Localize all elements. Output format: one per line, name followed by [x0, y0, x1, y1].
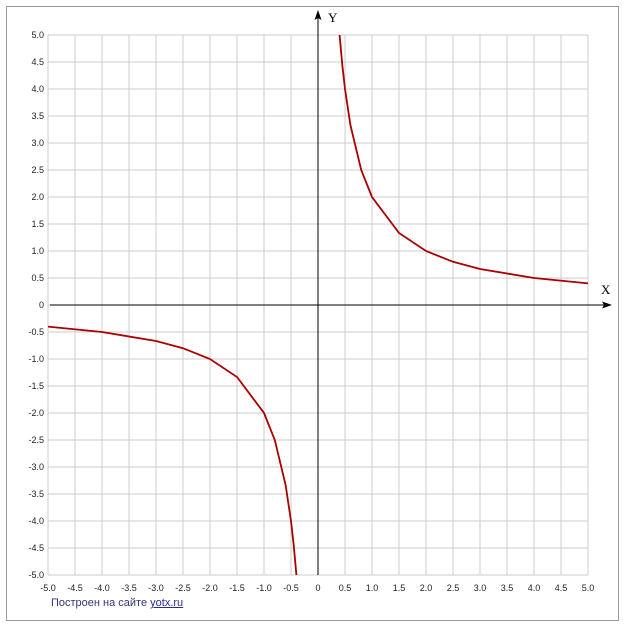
- y-tick-label: -0.5: [28, 327, 44, 337]
- y-tick-label: 0.5: [31, 273, 44, 283]
- y-tick-label: 2.5: [31, 165, 44, 175]
- y-tick-label: -3.5: [28, 489, 44, 499]
- y-axis-arrow-icon: [314, 10, 322, 20]
- x-tick-label: -5.0: [40, 583, 56, 593]
- x-axis-label: X: [601, 282, 611, 297]
- y-tick-label: -4.0: [28, 516, 44, 526]
- x-tick-label: -2.0: [202, 583, 218, 593]
- x-tick-label: -0.5: [283, 583, 299, 593]
- series-0-line-0: [47, 325, 298, 576]
- y-axis-label: Y: [328, 10, 338, 25]
- footer: Построен на сайте yotx.ru: [51, 597, 183, 609]
- y-tick-label: -1.5: [28, 381, 44, 391]
- tick-labels: -5.0 -4.5 -4.0 -3.5 -3.0 -2.5 -2.0 -1.5 -1.0 -0.5…: [28, 30, 594, 593]
- y-tick-label: 2.0: [31, 192, 44, 202]
- x-tick-label: 0: [315, 583, 320, 593]
- y-tick-label: 1.5: [31, 219, 44, 229]
- x-tick-label: 1.5: [393, 583, 406, 593]
- y-tick-label: -3.0: [28, 462, 44, 472]
- y-tick-label: -2.0: [28, 408, 44, 418]
- x-tick-label: 4.0: [528, 583, 541, 593]
- y-tick-label: -5.0: [28, 570, 44, 580]
- x-tick-label: -3.5: [121, 583, 137, 593]
- y-tick-label: 3.0: [31, 138, 44, 148]
- y-tick-label: 4.0: [31, 84, 44, 94]
- y-tick-label: -4.5: [28, 543, 44, 553]
- chart-frame: [6, 6, 619, 621]
- y-tick-label: 5.0: [31, 30, 44, 40]
- series-0-line-1: [338, 34, 589, 285]
- x-tick-label: 1.0: [366, 583, 379, 593]
- x-tick-label: 5.0: [582, 583, 595, 593]
- footer-text: Построен на сайте: [51, 597, 148, 609]
- x-tick-label: -4.5: [67, 583, 83, 593]
- x-tick-label: -4.0: [94, 583, 110, 593]
- y-tick-label: 3.5: [31, 111, 44, 121]
- x-tick-label: -3.0: [148, 583, 164, 593]
- x-tick-label: -1.5: [229, 583, 245, 593]
- y-tick-label: 0: [39, 300, 44, 310]
- x-tick-label: 0.5: [339, 583, 352, 593]
- footer-link[interactable]: yotx.ru: [150, 597, 184, 609]
- x-tick-label: 2.0: [420, 583, 433, 593]
- x-axis-arrow-icon: [602, 301, 612, 309]
- series-group: [47, 34, 589, 576]
- x-tick-label: 3.5: [501, 583, 514, 593]
- y-tick-label: 1.0: [31, 246, 44, 256]
- x-tick-label: -2.5: [175, 583, 191, 593]
- x-tick-label: 2.5: [447, 583, 460, 593]
- x-tick-label: -1.0: [256, 583, 272, 593]
- x-tick-label: 4.5: [555, 583, 568, 593]
- axes: [50, 10, 612, 575]
- x-tick-label: 3.0: [474, 583, 487, 593]
- y-tick-label: -1.0: [28, 354, 44, 364]
- y-tick-label: -2.5: [28, 435, 44, 445]
- y-tick-label: 4.5: [31, 57, 44, 67]
